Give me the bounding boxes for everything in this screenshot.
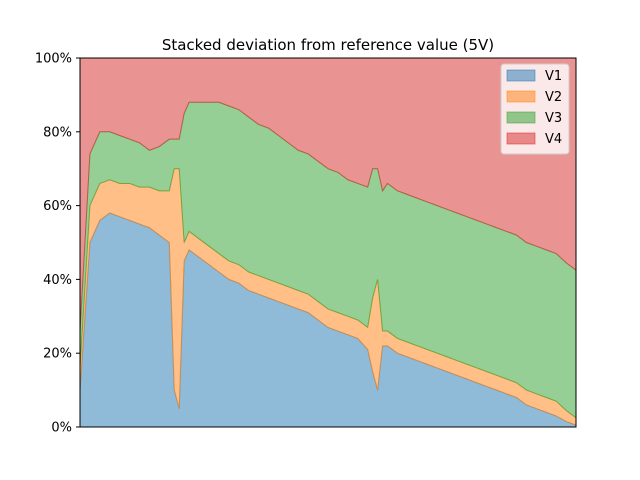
y-axis: 0% 20% 40% 60% 80% 100%: [35, 52, 80, 436]
y-tick-label: 40%: [43, 273, 72, 288]
legend-swatch-v2: [506, 90, 536, 103]
plot-area: [79, 57, 577, 428]
chart-title: Stacked deviation from reference value (…: [162, 36, 494, 54]
legend-label-v4: V4: [545, 132, 562, 147]
y-tick-label: 60%: [43, 199, 72, 214]
legend-box: [500, 63, 570, 155]
legend-label-v2: V2: [545, 90, 562, 105]
legend-swatch-v3: [506, 111, 536, 124]
y-tick-label: 20%: [43, 347, 72, 362]
legend-label-v3: V3: [545, 111, 562, 126]
y-tick-label: 0%: [51, 421, 72, 436]
legend-label-v1: V1: [545, 69, 562, 84]
legend: V1 V2 V3 V4: [500, 63, 570, 155]
y-tick-label: 80%: [43, 125, 72, 140]
legend-swatch-v1: [506, 69, 536, 82]
legend-swatch-v4: [506, 132, 536, 145]
plot-frame: [79, 57, 577, 428]
y-tick-label: 100%: [35, 52, 72, 67]
